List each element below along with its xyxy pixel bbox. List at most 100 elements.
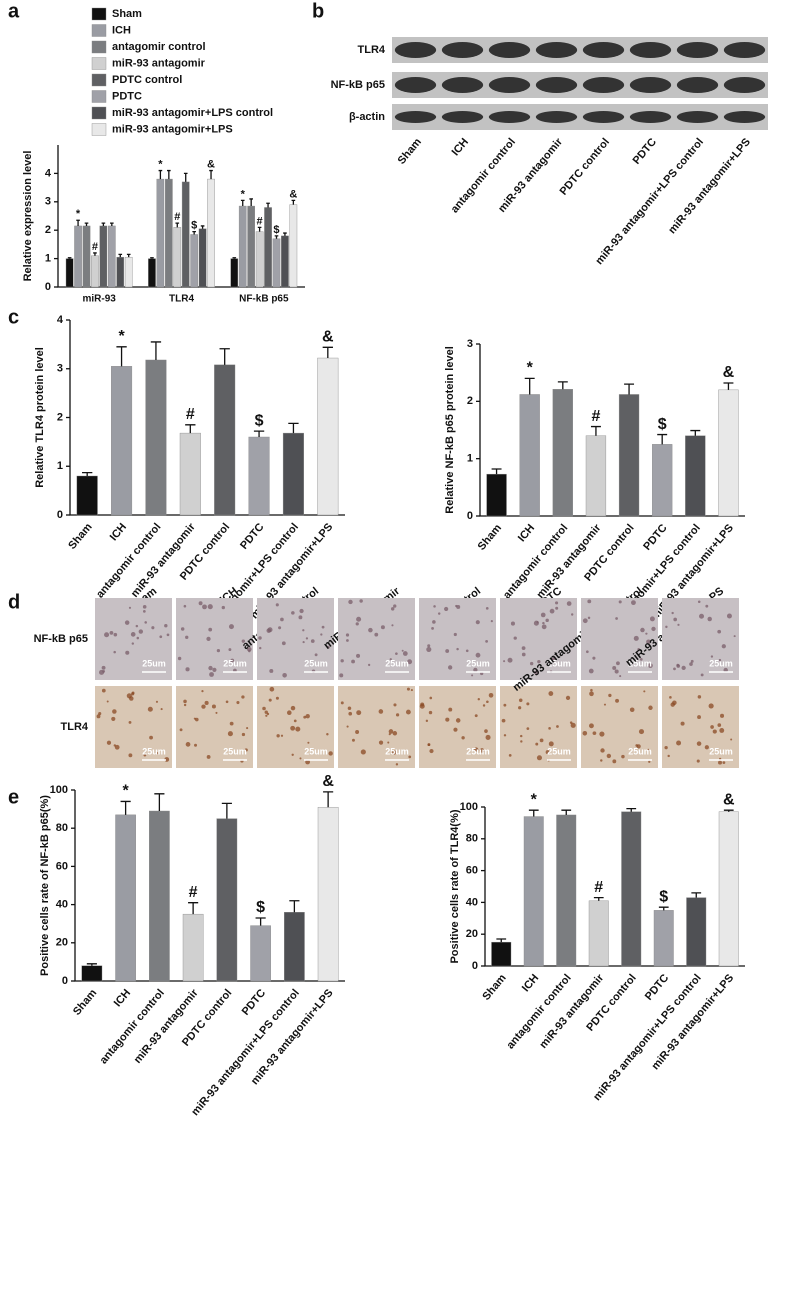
annotation: & [723, 791, 735, 808]
cell [718, 658, 722, 662]
cell [708, 703, 714, 709]
cell [128, 606, 132, 609]
cell [697, 600, 701, 603]
cell [160, 708, 163, 711]
error-bar [185, 424, 196, 434]
y-tick-label: 0 [45, 281, 51, 293]
cell [651, 626, 656, 632]
cell [621, 754, 625, 759]
cell [556, 725, 559, 728]
cell [471, 674, 474, 677]
cell [305, 759, 311, 765]
cell [710, 725, 714, 729]
cell [106, 740, 112, 745]
cell [637, 647, 640, 651]
cell [305, 637, 309, 640]
ihc-image [581, 598, 658, 680]
error-bar [266, 202, 270, 208]
cell [444, 606, 449, 612]
ihc-row-label: NF-kB p65 [34, 633, 88, 645]
cell [275, 603, 279, 607]
x-tick-label: Sham [71, 987, 100, 1018]
bar [207, 178, 215, 288]
x-tick-label: Sham [476, 522, 505, 553]
scale-bar-label: 25um [547, 746, 571, 756]
bar [556, 814, 577, 967]
cell [166, 633, 170, 637]
cell [429, 748, 434, 754]
cell [278, 626, 282, 630]
cell [455, 718, 461, 723]
blot-band [488, 77, 531, 93]
cell [212, 667, 217, 672]
blot-band [676, 77, 719, 93]
error-bar [110, 222, 114, 226]
cell [432, 620, 436, 624]
cell [648, 760, 651, 763]
annotation: * [241, 188, 246, 200]
cell [374, 632, 379, 637]
annotation: # [174, 211, 180, 223]
cell [246, 646, 252, 652]
x-tick-label: TLR4 [169, 294, 194, 305]
cell [555, 606, 559, 610]
annotation: * [123, 783, 130, 800]
cell [208, 627, 213, 632]
cell [437, 612, 441, 615]
y-tick-label: 1 [57, 460, 63, 472]
error-bar [219, 348, 230, 365]
cell [671, 611, 674, 615]
cell [545, 618, 549, 623]
bar [264, 207, 272, 288]
ihc-image [500, 598, 577, 680]
cell [401, 649, 404, 652]
cell [586, 650, 589, 654]
cell [669, 696, 672, 699]
blot-band [441, 77, 484, 93]
blot-lane-label: ICH [450, 136, 471, 158]
x-tick-label: miR-93 antagomir [129, 521, 198, 600]
cell [680, 721, 685, 726]
cell [392, 731, 398, 736]
cell [177, 656, 182, 661]
cell [393, 703, 397, 707]
cell [582, 618, 588, 624]
ihc-image [176, 686, 253, 768]
cell [548, 727, 551, 730]
cell [395, 763, 399, 766]
bar [652, 444, 673, 517]
legend-label: miR-93 antagomir+LPS [112, 123, 233, 135]
x-tick-label: ICH [112, 987, 133, 1009]
cell [676, 664, 681, 668]
blot-band [723, 111, 766, 123]
ihc-image [95, 598, 172, 680]
ihc-image [662, 598, 739, 680]
cell [518, 698, 523, 703]
cell [612, 665, 617, 670]
annotation: # [257, 215, 263, 227]
scale-bar-label: 25um [709, 658, 733, 668]
cell [534, 670, 539, 675]
cell [455, 604, 458, 608]
cell [395, 713, 400, 717]
x-tick-label: ICH [108, 521, 129, 543]
error-bar [175, 222, 180, 228]
cell [320, 633, 323, 636]
cell [733, 635, 736, 638]
x-tick-label: Sham [66, 521, 95, 552]
bar [289, 204, 298, 288]
cell [280, 734, 284, 737]
bar [148, 258, 156, 288]
cell [710, 655, 714, 658]
bar [149, 810, 170, 982]
error-bar [691, 892, 702, 898]
cell [112, 709, 117, 714]
cell [508, 754, 512, 757]
cell [410, 689, 413, 692]
annotation: & [322, 773, 334, 790]
cell [291, 753, 294, 756]
error-bar [116, 346, 127, 367]
cell [378, 709, 384, 714]
bar [588, 900, 609, 967]
